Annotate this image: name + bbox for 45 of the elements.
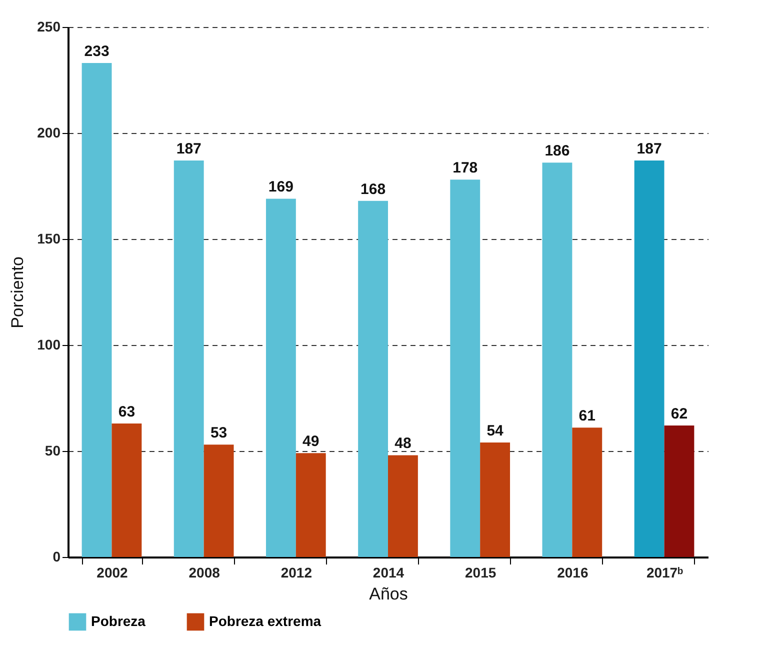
data-label: 63 — [118, 403, 136, 420]
x-tick-label: 2014 — [372, 564, 404, 580]
x-tick-label: 2012 — [280, 564, 312, 580]
bar — [82, 63, 112, 557]
bar — [480, 442, 510, 557]
data-label: 53 — [210, 424, 228, 442]
x-tick-label: 2008 — [188, 564, 220, 580]
bar — [450, 180, 480, 557]
data-label: 233 — [84, 43, 110, 60]
data-label: 178 — [452, 160, 478, 177]
bar — [358, 200, 388, 557]
bar — [174, 160, 204, 557]
y-axis-title: Porciento — [8, 256, 28, 328]
bar — [204, 444, 234, 557]
data-label: 186 — [544, 142, 570, 160]
legend-label: Pobreza extrema — [209, 612, 322, 629]
bar — [112, 423, 142, 557]
bar — [542, 162, 572, 557]
x-tick-label: 2017ᵇ — [646, 564, 684, 580]
bar — [266, 198, 296, 557]
data-label: 48 — [394, 435, 412, 452]
bar — [388, 455, 418, 557]
y-tick-label: 200 — [37, 124, 61, 140]
data-label: 168 — [360, 180, 386, 198]
bar — [664, 426, 694, 557]
x-tick-label: 2015 — [465, 564, 496, 580]
x-tick-label: 2002 — [96, 564, 128, 580]
data-label: 169 — [268, 178, 294, 196]
data-label: 187 — [636, 140, 662, 158]
y-tick-label: 100 — [37, 336, 61, 352]
x-axis-title: Años — [369, 584, 408, 604]
legend-label: Pobreza — [91, 612, 146, 629]
y-tick-label: 0 — [52, 548, 61, 564]
bar — [572, 428, 602, 557]
data-label: 49 — [302, 433, 320, 450]
data-label: 61 — [578, 408, 596, 425]
y-tick-label: 150 — [37, 230, 61, 246]
bar — [634, 160, 664, 557]
data-label: 62 — [670, 406, 688, 423]
bar — [296, 453, 326, 557]
y-tick-label: 50 — [44, 442, 61, 458]
x-tick-label: 2016 — [557, 564, 588, 580]
data-label: 54 — [486, 422, 504, 440]
data-label: 187 — [176, 140, 202, 158]
y-tick-label: 250 — [37, 18, 61, 34]
